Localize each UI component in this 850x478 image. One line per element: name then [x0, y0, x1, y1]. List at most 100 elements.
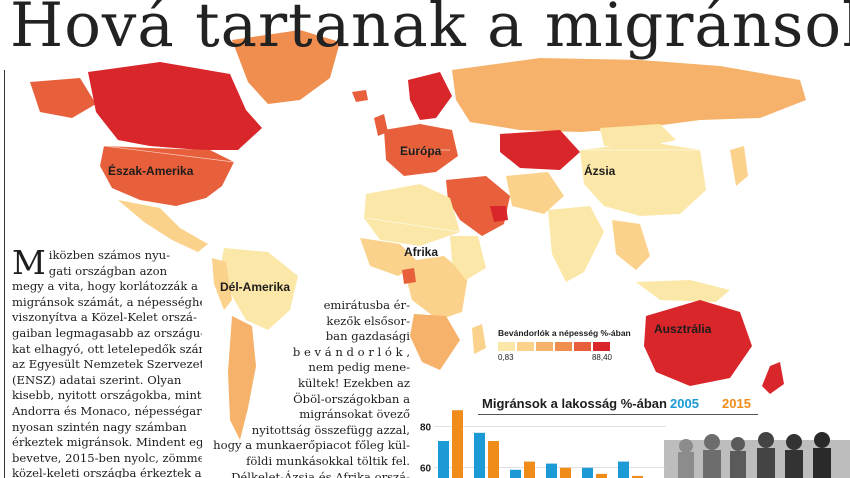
bar-2015	[596, 473, 607, 478]
article-line: kültek! Ezekben az	[297, 375, 410, 390]
map-iran	[506, 172, 564, 214]
article-line: Öböl-országokban a	[293, 391, 410, 406]
map-australia	[644, 300, 752, 386]
bar-2005	[474, 432, 485, 478]
bar-2005	[438, 441, 449, 478]
chart-legend-2015: 2015	[722, 396, 751, 411]
article-line: földi munkásokkal töltik fel.	[246, 453, 410, 468]
legend-max: 88,40	[591, 353, 612, 362]
map-east-africa	[450, 236, 486, 280]
legend-min: 0,83	[498, 353, 514, 362]
map-greenland	[232, 30, 340, 104]
legend-swatch	[517, 342, 534, 351]
map-central-africa	[402, 256, 468, 320]
bar-2015	[632, 475, 643, 478]
bar-2005	[618, 461, 629, 478]
map-uk	[374, 114, 388, 136]
dropcap: M	[12, 243, 46, 282]
article-line: nyosan szintén nagy számban	[12, 419, 187, 434]
crowd-silhouette	[664, 432, 850, 478]
map-gabon	[402, 268, 416, 284]
article-body-lines-2: emirátusba ér-kezők elsősor-ban gazdaság…	[210, 298, 410, 478]
map-usa	[100, 146, 234, 206]
region-label-south-america: Dél-Amerika	[220, 280, 291, 294]
map-scandinavia	[408, 72, 452, 120]
legend-swatch	[536, 342, 553, 351]
map-andes	[212, 258, 232, 310]
map-mongolia	[600, 124, 676, 148]
article-line: közel-keleti országba érkeztek a	[12, 466, 202, 478]
chart-title-rule	[478, 414, 758, 415]
chart-legend-2005: 2005	[670, 396, 699, 411]
article-line: kat elhagyó, ott letelepedők száma	[12, 341, 202, 356]
legend-color-scale	[498, 342, 631, 351]
article-line: Délkelet-Ázsia és Afrika orszá-	[231, 469, 410, 478]
article-line: megy a vita, hogy korlátozzák a	[12, 279, 198, 294]
bar-2015	[524, 461, 535, 478]
map-south-cone	[228, 316, 256, 440]
map-china	[580, 142, 706, 216]
article-line: bevetve, 2015-ben nyolc, zömmel	[12, 450, 202, 465]
map-brazil	[220, 248, 298, 330]
article-body-lines: megy a vita, hogy korlátozzák a migránsok…	[12, 279, 202, 478]
bar-2015	[452, 410, 463, 478]
bar-2005	[582, 467, 593, 478]
article-line: ban gazdasági	[325, 329, 410, 344]
map-gulf-states	[490, 206, 508, 222]
map-mexico	[118, 200, 208, 252]
region-label-africa: Afrika	[404, 245, 439, 259]
y-tick-label: 80	[420, 423, 432, 434]
legend-swatch	[498, 342, 515, 351]
legend-title: Bevándorlók a népesség %-ában	[498, 328, 631, 338]
region-label-asia: Ázsia	[584, 164, 616, 178]
bar-2005	[546, 463, 557, 478]
article-line: emirátusba ér-	[323, 298, 410, 312]
article-line: b e v á n d o r l ó k ,	[292, 344, 410, 359]
headline: Hová tartanak a migránsok?	[10, 0, 850, 61]
article-line: migránsok számát, a népességhez	[12, 294, 202, 309]
y-tick-label: 60	[420, 464, 432, 475]
article-column-1: M iközben számos nyu- gati országban azo…	[12, 243, 202, 478]
article-line: gati országban azon	[48, 263, 168, 278]
migrant-share-chart: Migránsok a lakosság %-ában 2005 2015 80…	[416, 392, 850, 478]
bar-2015	[488, 441, 499, 478]
region-label-europe: Európa	[400, 144, 442, 158]
article-line: (ENSZ) adatai szerint. Olyan	[12, 372, 182, 387]
map-legend: Bevándorlók a népesség %-ában 0,83 88,40	[498, 328, 631, 362]
article-line: kezők elsősor-	[326, 313, 410, 328]
map-russia	[452, 58, 806, 132]
article-line: Andorra és Monaco, népességará-	[12, 403, 202, 418]
map-alaska	[30, 78, 96, 118]
article-line: migránsokat övező	[299, 407, 410, 422]
article-line: iközben számos nyu-	[48, 248, 171, 262]
map-new-zealand	[762, 362, 784, 394]
article-column-2: emirátusba ér-kezők elsősor-ban gazdaság…	[210, 298, 410, 478]
map-india	[548, 206, 604, 282]
map-southern-africa	[410, 314, 460, 370]
article-line: hogy a munkaerőpiacot főleg kül-	[213, 438, 410, 453]
map-iceland	[352, 90, 368, 102]
map-indonesia	[636, 280, 730, 302]
map-madagascar	[472, 324, 486, 354]
legend-swatch	[574, 342, 591, 351]
column-rule	[4, 70, 5, 478]
map-canada	[88, 62, 262, 150]
map-southeast-asia	[612, 220, 650, 270]
legend-swatch	[593, 342, 610, 351]
article-line: viszonyítva a Közel-Kelet orszá-	[12, 310, 197, 325]
bar-2005	[510, 469, 521, 478]
article-line: gaiban legmagasabb az országu-	[12, 325, 202, 340]
map-kazakhstan	[500, 130, 580, 170]
region-label-australia: Ausztrália	[654, 322, 712, 336]
article-line: az Egyesült Nemzetek Szervezete	[12, 357, 202, 372]
map-japan	[730, 146, 748, 186]
article-line: nem pedig mene-	[308, 360, 410, 375]
legend-swatch	[555, 342, 572, 351]
article-line: érkeztek migránsok. Mindent egy-	[12, 435, 202, 450]
chart-title: Migránsok a lakosság %-ában	[482, 396, 667, 411]
map-north-africa	[364, 184, 460, 246]
bar-2015	[560, 467, 571, 478]
legend-range: 0,83 88,40	[498, 353, 612, 362]
